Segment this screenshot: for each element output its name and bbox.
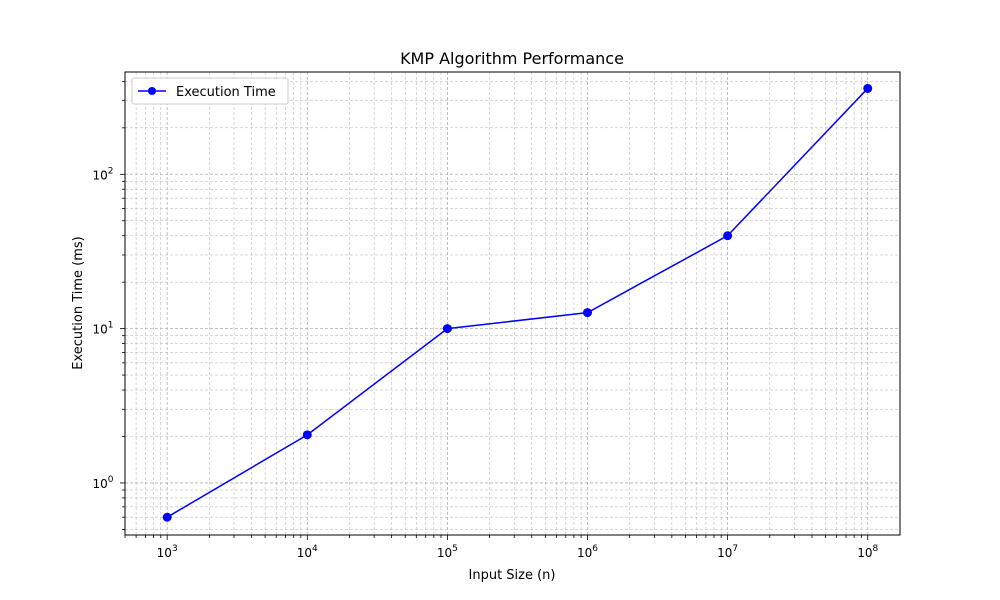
legend: Execution Time [131,77,289,105]
y-tick-label: 100 [92,475,113,491]
x-axis-label: Input Size (n) [469,568,556,583]
series-line-execution-time [166,87,869,518]
legend-box [131,77,289,105]
y-axis-label: Execution Time (ms) [71,236,86,369]
x-axis-ticks: 103 104 105 106 107 108 [124,535,878,560]
x-tick-label: 104 [297,544,318,560]
grid-minor [124,72,900,535]
x-tick-label: 108 [857,544,878,560]
x-tick-label: 103 [157,544,178,560]
x-tick-label: 107 [717,544,738,560]
y-axis-ticks: 100 101 102 [92,80,125,530]
grid-major [125,72,900,535]
y-tick-label: 102 [92,166,113,182]
data-point [863,83,873,93]
plot-frame [124,71,901,536]
data-point [723,231,733,241]
data-point [162,512,172,522]
x-tick-label: 106 [577,544,598,560]
legend-label-execution-time: Execution Time [176,85,276,100]
y-tick-label: 101 [92,321,113,337]
data-point [302,430,312,440]
series-layer [162,83,873,522]
data-point [582,308,592,318]
x-tick-label: 105 [437,544,458,560]
plot-area [125,72,900,535]
data-point [442,324,452,334]
legend-marker-swatch [148,87,156,95]
chart-title: KMP Algorithm Performance [400,49,624,68]
